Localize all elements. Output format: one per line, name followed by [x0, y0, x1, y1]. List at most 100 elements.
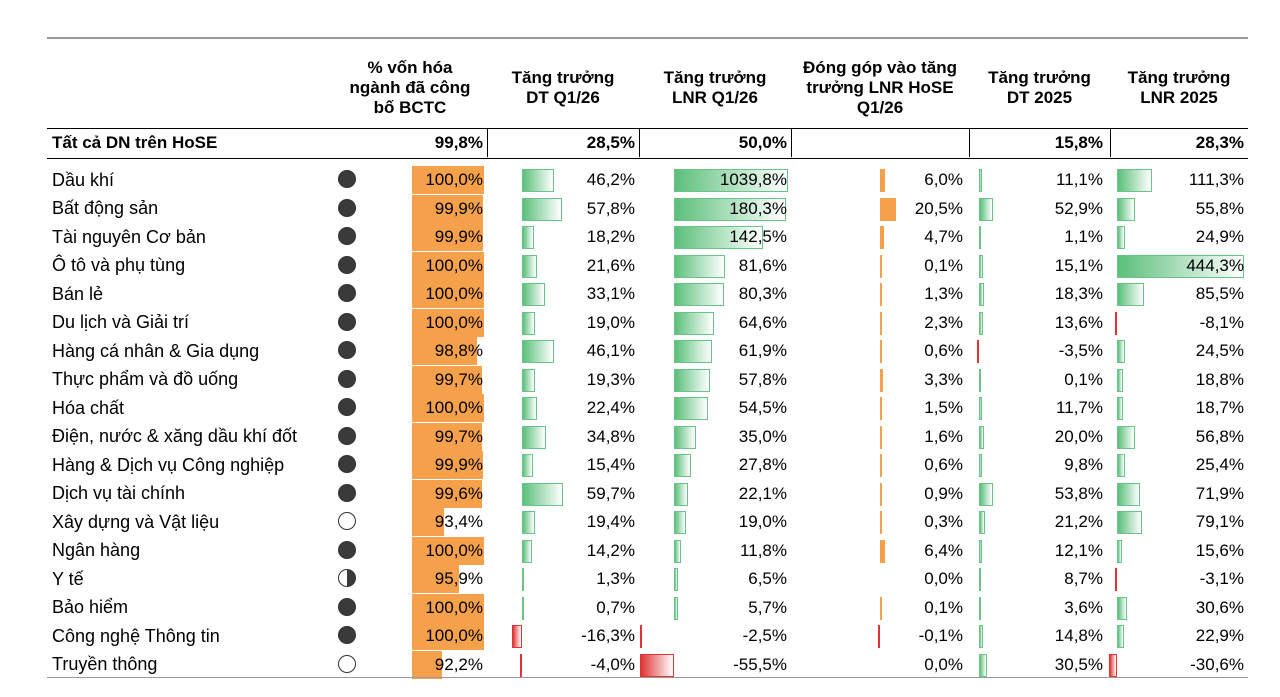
rev-2025-value: 53,8%	[1054, 483, 1103, 503]
rev-2025-value: 0,1%	[1064, 369, 1103, 389]
sector-name: Ngân hàng	[52, 540, 141, 561]
cap-value: 99,7%	[434, 426, 483, 446]
np-q1-value: -2,5%	[742, 626, 787, 646]
np-2025-bar	[1117, 596, 1127, 620]
np-2025-bar	[1117, 454, 1126, 477]
cap-fill-bar	[412, 593, 484, 622]
rev-2025-bar	[979, 169, 982, 192]
top-rule	[47, 37, 1248, 39]
status-full-circle-icon	[338, 341, 356, 359]
header-rev-2025: Tăng trưởng DT 2025	[988, 68, 1091, 107]
np-q1-bar	[674, 169, 788, 192]
summary-contribution	[791, 129, 963, 158]
cap-value: 100,0%	[425, 255, 483, 275]
cap-fill-bar	[412, 337, 477, 365]
np-2025-value: 22,9%	[1195, 626, 1244, 646]
status-full-circle-icon	[338, 312, 356, 331]
cap-fill-bar	[412, 622, 484, 650]
cap-fill-bar	[412, 166, 484, 194]
sector-name: Ô tô và phụ tùng	[52, 255, 186, 276]
rev-q1-value: 19,0%	[586, 312, 635, 332]
cap-fill-bar	[412, 365, 483, 394]
cap-value: 93,4%	[434, 512, 483, 532]
np-q1-value: 5,7%	[748, 597, 787, 617]
cap-value: 100,0%	[425, 540, 483, 560]
contrib-value: 1,5%	[924, 398, 963, 418]
contrib-value: 1,6%	[924, 426, 963, 446]
contrib-bar	[880, 311, 882, 335]
rev-q1-bar	[522, 397, 538, 420]
cap-fill-bar	[412, 508, 445, 536]
summary-np-q1: 50,0%	[738, 133, 787, 153]
rev-q1-value: 1,3%	[596, 569, 635, 589]
np-q1-bar	[674, 226, 763, 249]
status-full-circle-icon	[338, 597, 356, 616]
rev-2025-bar	[977, 340, 979, 363]
sector-name: Thực phẩm và đồ uống	[52, 369, 239, 390]
cap-value: 99,9%	[434, 455, 483, 475]
rev-2025-value: 1,1%	[1064, 227, 1103, 247]
np-2025-value: 15,6%	[1195, 540, 1244, 560]
np-q1-bar	[674, 340, 713, 363]
table-row: Điện, nước & xăng dầu khí đốt 99,7% 34,8% 3…	[47, 422, 1248, 452]
contrib-value: 0,3%	[924, 512, 963, 532]
rev-2025-bar	[979, 596, 981, 620]
contrib-bar	[880, 340, 882, 363]
rev-2025-value: 15,1%	[1054, 255, 1103, 275]
cap-value: 92,2%	[434, 654, 483, 674]
summary-cap: 99,8%	[434, 133, 483, 153]
sector-name: Hóa chất	[52, 397, 125, 418]
header-contribution: Đóng góp vào tăng trưởng LNR HoSE Q1/26	[803, 58, 957, 117]
table-row: Ngân hàng 100,0% 14,2% 11,8% 6,4% 12,1% 15,6%	[47, 536, 1248, 566]
rev-q1-bar	[522, 482, 563, 506]
summary-rev-q1: 28,5%	[586, 133, 635, 153]
np-q1-bar	[674, 311, 715, 335]
rev-q1-value: 33,1%	[586, 284, 635, 304]
rev-q1-value: -4,0%	[590, 654, 635, 674]
rev-2025-bar	[979, 625, 983, 648]
cap-fill-bar	[412, 280, 484, 308]
contrib-value: 3,3%	[924, 369, 963, 389]
header-np-q1: Tăng trưởng LNR Q1/26	[663, 68, 767, 107]
table-row: Dầu khí 100,0% 46,2% 1039,8% 6,0% 11,1% 111,3%	[47, 166, 1248, 195]
np-2025-value: -8,1%	[1199, 312, 1244, 332]
rev-2025-value: 20,0%	[1054, 426, 1103, 446]
rev-q1-bar	[522, 368, 536, 392]
sector-name: Công nghệ Thông tin	[52, 625, 220, 646]
rev-2025-value: 52,9%	[1054, 198, 1103, 218]
rev-2025-value: 13,6%	[1054, 312, 1103, 332]
contrib-bar	[880, 397, 882, 420]
np-q1-value: 142,5%	[729, 227, 787, 247]
np-2025-bar	[1117, 169, 1153, 192]
status-full-circle-icon	[338, 455, 356, 473]
np-q1-bar	[640, 653, 674, 677]
rev-q1-value: -16,3%	[581, 626, 635, 646]
rev-2025-bar	[979, 226, 981, 249]
cap-value: 99,6%	[434, 483, 483, 503]
rev-q1-value: 15,4%	[586, 455, 635, 475]
status-full-circle-icon	[338, 426, 356, 445]
bottom-rule	[47, 677, 1248, 678]
summary-row: Tất cả DN trên HoSE 99,8% 28,5% 50,0% 15…	[47, 129, 1248, 158]
rev-q1-value: 21,6%	[586, 255, 635, 275]
rev-q1-bar	[522, 254, 537, 278]
np-q1-bar	[674, 368, 710, 392]
rev-2025-bar	[979, 197, 993, 221]
np-2025-bar	[1117, 340, 1125, 363]
cap-value: 100,0%	[425, 170, 483, 190]
rev-q1-value: 34,8%	[586, 426, 635, 446]
np-q1-value: 27,8%	[738, 455, 787, 475]
rev-q1-bar	[522, 311, 536, 335]
rev-q1-bar	[512, 625, 522, 648]
np-2025-value: 56,8%	[1195, 426, 1244, 446]
np-2025-value: 18,7%	[1195, 398, 1244, 418]
rev-2025-bar	[979, 425, 985, 449]
contrib-bar	[880, 368, 883, 392]
np-2025-value: 79,1%	[1195, 512, 1244, 532]
rev-q1-value: 19,3%	[586, 369, 635, 389]
table-row: Truyền thông 92,2% -4,0% -55,5% 0,0% 30,5% -30…	[47, 650, 1248, 680]
cap-fill-bar	[412, 422, 483, 451]
cap-value: 99,7%	[434, 369, 483, 389]
rev-2025-bar	[979, 568, 982, 591]
summary-separator	[791, 128, 792, 157]
